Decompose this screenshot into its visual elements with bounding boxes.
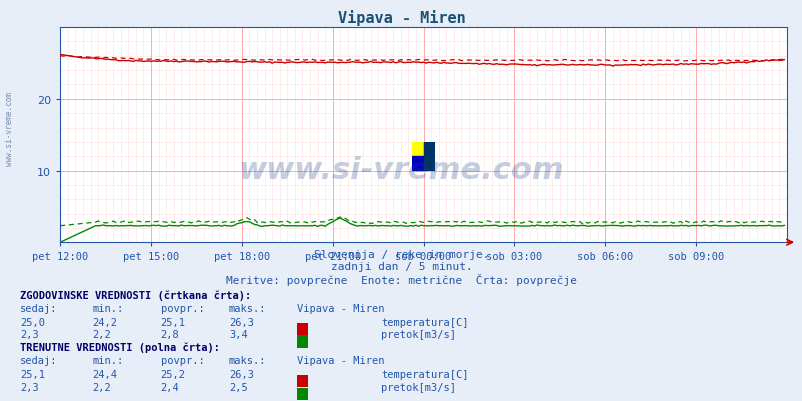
Text: temperatura[C]: temperatura[C] [381, 369, 468, 379]
Text: pretok[m3/s]: pretok[m3/s] [381, 330, 456, 340]
Bar [412, 143, 423, 157]
Text: www.si-vreme.com: www.si-vreme.com [5, 91, 14, 165]
Text: 2,8: 2,8 [160, 330, 179, 340]
Text: maks.:: maks.: [229, 355, 266, 365]
Text: 2,4: 2,4 [160, 382, 179, 392]
Text: povpr.:: povpr.: [160, 303, 204, 313]
Text: 26,3: 26,3 [229, 369, 253, 379]
Text: 25,1: 25,1 [160, 317, 185, 327]
Text: 3,4: 3,4 [229, 330, 247, 340]
Text: www.si-vreme.com: www.si-vreme.com [238, 156, 564, 185]
Text: ZGODOVINSKE VREDNOSTI (črtkana črta):: ZGODOVINSKE VREDNOSTI (črtkana črta): [20, 290, 251, 300]
Text: sedaj:: sedaj: [20, 303, 58, 313]
Text: Slovenija / reke in morje.: Slovenija / reke in morje. [314, 249, 488, 259]
Text: 26,3: 26,3 [229, 317, 253, 327]
Text: zadnji dan / 5 minut.: zadnji dan / 5 minut. [330, 261, 472, 271]
Text: min.:: min.: [92, 303, 124, 313]
Bar [412, 157, 423, 171]
Text: 2,2: 2,2 [92, 382, 111, 392]
Text: 24,2: 24,2 [92, 317, 117, 327]
Text: Vipava - Miren: Vipava - Miren [297, 355, 384, 365]
Text: 25,2: 25,2 [160, 369, 185, 379]
Text: Meritve: povprečne  Enote: metrične  Črta: povprečje: Meritve: povprečne Enote: metrične Črta:… [225, 273, 577, 286]
Text: 24,4: 24,4 [92, 369, 117, 379]
Text: sedaj:: sedaj: [20, 355, 58, 365]
Text: maks.:: maks.: [229, 303, 266, 313]
Text: pretok[m3/s]: pretok[m3/s] [381, 382, 456, 392]
Text: 25,0: 25,0 [20, 317, 45, 327]
Text: Vipava - Miren: Vipava - Miren [337, 10, 465, 26]
Text: TRENUTNE VREDNOSTI (polna črta):: TRENUTNE VREDNOSTI (polna črta): [20, 342, 220, 352]
Text: 2,3: 2,3 [20, 330, 38, 340]
Text: 2,5: 2,5 [229, 382, 247, 392]
Text: 25,1: 25,1 [20, 369, 45, 379]
Text: temperatura[C]: temperatura[C] [381, 317, 468, 327]
Text: povpr.:: povpr.: [160, 355, 204, 365]
Text: min.:: min.: [92, 355, 124, 365]
Text: Vipava - Miren: Vipava - Miren [297, 303, 384, 313]
Bar [423, 143, 435, 157]
Text: 2,2: 2,2 [92, 330, 111, 340]
Polygon shape [423, 143, 435, 171]
Text: 2,3: 2,3 [20, 382, 38, 392]
